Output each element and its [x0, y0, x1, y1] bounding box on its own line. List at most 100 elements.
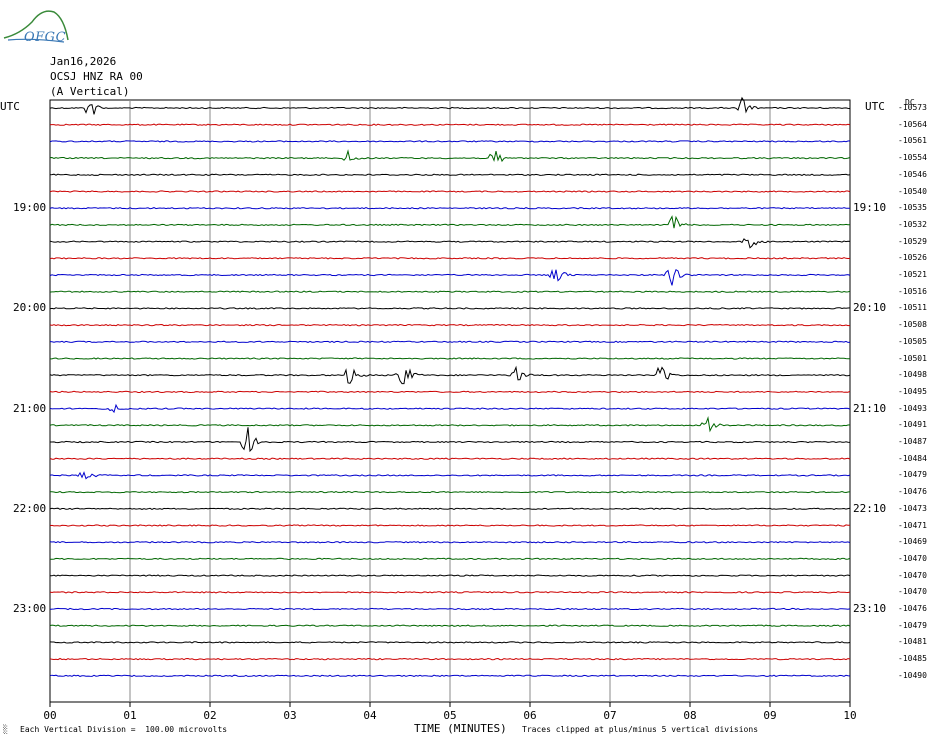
trace-row [49, 190, 851, 193]
x-axis-ticks: 00 01 02 03 04 05 06 07 08 09 10 [43, 702, 857, 722]
trace-row [49, 257, 851, 260]
dc-offset-label: -10561 [898, 136, 927, 146]
trace-row [49, 290, 851, 293]
dc-offset-label: -10564 [898, 119, 927, 129]
left-time-label: 23:00 [13, 602, 47, 615]
logo-mountain-icon [3, 10, 69, 43]
dc-offset-label: -10471 [898, 520, 927, 530]
dc-offset-label: -10554 [898, 153, 927, 163]
dc-offset-label: -10529 [898, 236, 927, 246]
x-tick-label: 04 [363, 709, 377, 722]
x-tick-label: 07 [603, 709, 616, 722]
component-label: (A Vertical) [50, 85, 130, 98]
clip-note: Traces clipped at plus/minus 5 vertical … [522, 725, 759, 734]
right-time-label: 20:10 [853, 301, 887, 315]
trace-lines [49, 96, 851, 677]
trace-row [49, 268, 851, 286]
dc-offset-label: -10516 [898, 286, 927, 296]
right-time-label: 21:10 [853, 401, 887, 415]
dc-offset-label: -10479 [898, 470, 927, 480]
dc-offset-label: -10490 [898, 670, 927, 680]
trace-row [50, 574, 851, 577]
trace-row [49, 96, 851, 115]
dc-offset-label: -10505 [898, 336, 927, 346]
dc-offset-label: -10526 [898, 253, 927, 263]
vertical-division-note: Each Vertical Division = 100.00 microvol… [20, 725, 228, 734]
trace-row [49, 674, 851, 677]
dc-offset-label: -10469 [898, 537, 927, 547]
dc-offset-label: -10470 [898, 570, 927, 580]
trace-row [49, 524, 851, 527]
dc-offset-label: -10493 [898, 403, 927, 413]
dc-offset-label: -10481 [898, 637, 927, 647]
logo-text: OFGC [24, 30, 67, 45]
dc-offset-label: -10470 [898, 553, 927, 563]
x-tick-label: 06 [523, 709, 536, 722]
dc-offset-label: -10479 [898, 620, 927, 630]
dc-offset-label: -10484 [898, 453, 927, 463]
x-tick-label: 05 [443, 709, 456, 722]
trace-row [49, 173, 851, 176]
trace-row [49, 123, 851, 126]
dc-offset-label: -10532 [898, 219, 927, 229]
trace-row [49, 641, 851, 644]
dc-offset-label: -10501 [898, 353, 927, 363]
dc-offset-label: -10487 [898, 437, 927, 446]
left-time-label: 19:00 [13, 201, 47, 215]
dc-offset-label: -10470 [898, 587, 927, 597]
right-time-label: 19:10 [853, 201, 887, 215]
trace-row [49, 557, 851, 561]
dc-offset-label: -10573 [898, 103, 927, 112]
trace-row [49, 365, 851, 385]
dc-offset-label: -10521 [898, 270, 927, 279]
station-code: OCSJ HNZ RA 00 [50, 70, 143, 83]
trace-row [49, 457, 851, 460]
trace-row [50, 490, 851, 494]
dc-offset-label: -10540 [898, 186, 927, 196]
x-tick-label: 09 [763, 709, 776, 722]
dc-offset-label: -10546 [898, 169, 927, 179]
dc-offset-label: -10485 [898, 654, 927, 664]
right-time-label: 23:10 [853, 602, 887, 615]
x-tick-label: 08 [683, 709, 696, 722]
trace-row [49, 215, 850, 229]
x-tick-label: 03 [283, 709, 296, 722]
trace-row [49, 471, 851, 480]
plot-date: Jan16,2026 [50, 55, 117, 68]
trace-row [49, 624, 851, 627]
right-time-label: 22:10 [853, 501, 887, 515]
trace-row [49, 390, 851, 394]
dc-offset-label: -10511 [898, 303, 927, 313]
corner-mark: ░ [3, 725, 8, 734]
trace-row [49, 607, 851, 611]
trace-row [49, 140, 851, 143]
trace-row [49, 657, 851, 661]
x-tick-label: 10 [843, 709, 856, 722]
x-tick-label: 00 [43, 709, 56, 722]
trace-row [49, 323, 851, 327]
x-tick-label: 01 [123, 709, 136, 722]
dc-offset-label: -10498 [898, 370, 927, 380]
dc-offset-label: -10491 [898, 420, 927, 430]
x-axis-label: TIME (MINUTES) [414, 722, 507, 735]
dc-offset-label: -10508 [898, 320, 927, 330]
left-time-label: 22:00 [13, 501, 47, 515]
left-time-label: 21:00 [13, 401, 47, 415]
logo: OFGC [2, 4, 72, 48]
left-utc-label: UTC [0, 100, 20, 113]
dc-offset-label: -10495 [898, 386, 927, 396]
dc-offset-label: -10473 [898, 503, 927, 513]
right-utc-label: UTC [865, 100, 885, 113]
grid-lines [49, 99, 851, 703]
trace-row [49, 207, 850, 210]
trace-row [50, 427, 851, 453]
trace-row [50, 357, 850, 360]
dc-label: DC [905, 98, 915, 107]
trace-row [49, 340, 851, 343]
trace-row [49, 541, 851, 544]
trace-row [49, 238, 851, 249]
trace-row [49, 149, 851, 163]
trace-row [49, 507, 851, 510]
dc-offset-label: -10535 [898, 203, 927, 213]
